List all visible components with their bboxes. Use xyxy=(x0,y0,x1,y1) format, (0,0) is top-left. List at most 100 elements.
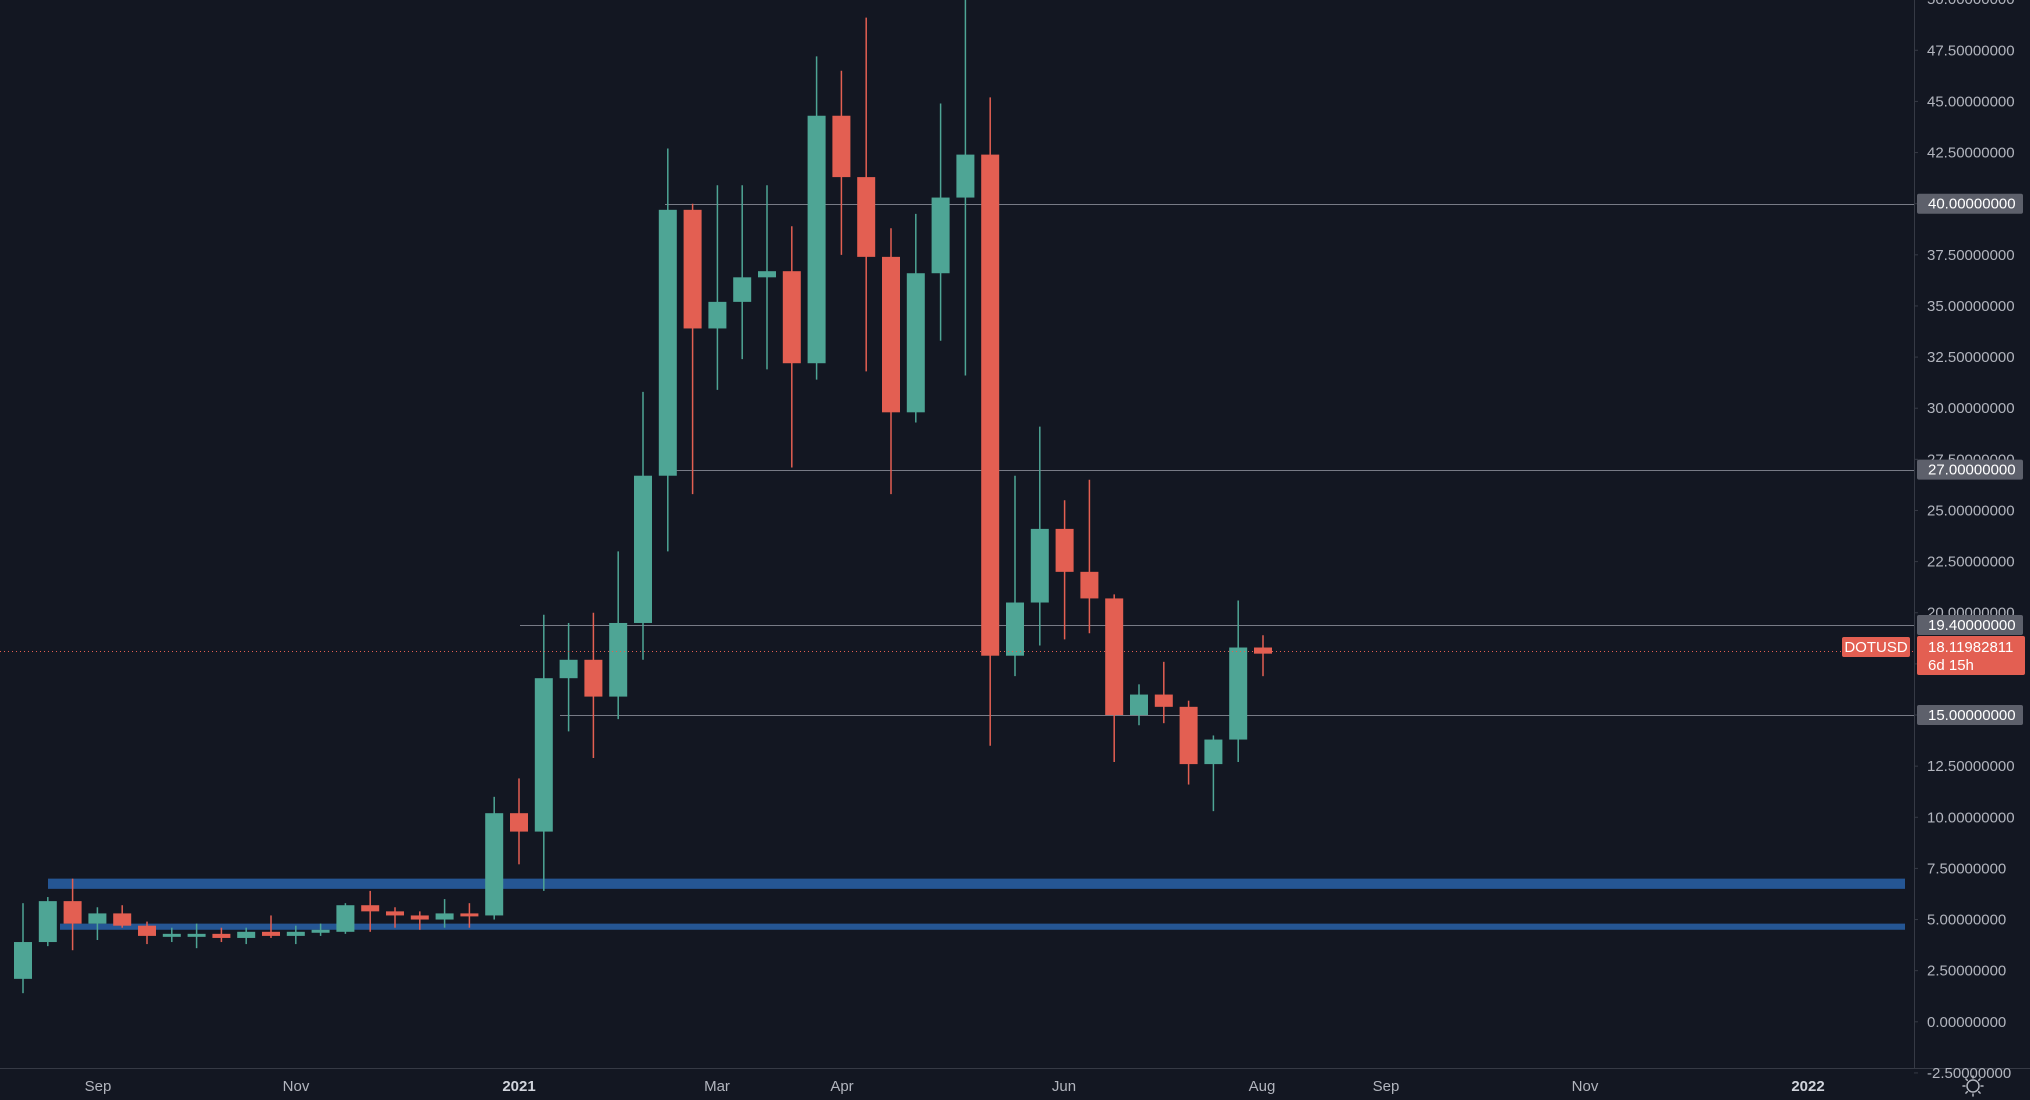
candle-body xyxy=(584,659,603,697)
symbol-badge xyxy=(1842,637,1910,657)
x-tick-label: 2022 xyxy=(1791,1078,1824,1095)
candle-up xyxy=(658,148,677,552)
candle-body xyxy=(187,933,206,937)
candle-body xyxy=(237,931,256,938)
support-zone[interactable] xyxy=(60,923,1905,930)
candle-body xyxy=(113,913,132,926)
y-tick-label: 22.50000000 xyxy=(1927,554,2015,571)
y-tick-label: 7.50000000 xyxy=(1927,860,2006,877)
candles xyxy=(14,0,1272,994)
candle-body xyxy=(807,115,826,364)
candle-body xyxy=(1130,694,1148,716)
level-label-badge xyxy=(1917,705,2023,726)
candle-down xyxy=(1154,661,1173,724)
candle-up xyxy=(88,907,107,940)
candle-body xyxy=(782,271,801,364)
candle-down xyxy=(410,911,429,930)
candle-body xyxy=(38,901,57,943)
candle-down xyxy=(584,612,603,758)
candle-up xyxy=(534,614,553,891)
y-tick-label: 32.50000000 xyxy=(1927,349,2015,366)
settings-gear-icon[interactable] xyxy=(1962,1075,1984,1097)
candle-body xyxy=(63,901,82,924)
support-zone[interactable] xyxy=(48,878,1905,889)
candle-up xyxy=(931,103,950,341)
candle-body xyxy=(931,197,950,274)
candle-down xyxy=(882,228,900,495)
y-tick-label: 37.50000000 xyxy=(1927,247,2015,264)
candle-down xyxy=(138,921,156,945)
candle-body xyxy=(906,273,925,413)
y-tick-label: 45.00000000 xyxy=(1927,93,2015,110)
candle-up xyxy=(1204,735,1223,812)
candle-up xyxy=(758,185,776,370)
candle-up xyxy=(609,551,628,720)
level-label-badge xyxy=(1917,615,2023,636)
candle-down xyxy=(1254,635,1272,677)
candle-body xyxy=(658,209,677,476)
candle-up xyxy=(485,796,504,920)
level-label-badge xyxy=(1917,193,2023,214)
candle-body xyxy=(386,911,404,916)
level-label-text: 15.00000000 xyxy=(1928,707,2016,724)
x-tick-label: Aug xyxy=(1249,1078,1276,1095)
candle-down xyxy=(262,915,280,938)
x-tick-label: Nov xyxy=(1572,1078,1599,1095)
candle-up xyxy=(14,903,32,994)
x-tick-label: Sep xyxy=(1373,1078,1400,1095)
candle-body xyxy=(733,277,752,302)
symbol-label: DOTUSD xyxy=(1844,639,1908,656)
y-tick-label: 30.00000000 xyxy=(1927,400,2015,417)
candle-body xyxy=(882,256,900,413)
candle-up xyxy=(708,185,727,390)
y-tick-label: 25.00000000 xyxy=(1927,502,2015,519)
candle-body xyxy=(510,813,528,832)
candle-down xyxy=(386,907,404,928)
candle-body xyxy=(286,931,305,936)
candle-up xyxy=(237,927,256,945)
candle-body xyxy=(1154,694,1173,707)
candle-up xyxy=(1030,426,1049,646)
y-tick-label: 12.50000000 xyxy=(1927,758,2015,775)
candle-up xyxy=(956,0,975,376)
y-tick-label: 2.50000000 xyxy=(1927,963,2006,980)
candle-down xyxy=(832,70,851,255)
y-tick-label: 35.00000000 xyxy=(1927,298,2015,315)
candle-body xyxy=(311,929,330,933)
x-tick-label: Apr xyxy=(830,1078,853,1095)
y-tick-label: 42.50000000 xyxy=(1927,145,2015,162)
x-tick-label: Jun xyxy=(1052,1078,1076,1095)
candle-up xyxy=(162,927,181,943)
candle-up xyxy=(1229,600,1248,763)
x-tick-label: Nov xyxy=(283,1078,310,1095)
candle-body xyxy=(956,154,975,198)
level-label-text: 19.40000000 xyxy=(1928,617,2016,634)
y-tick-label: 0.00000000 xyxy=(1927,1014,2006,1031)
candle-body xyxy=(1229,647,1248,740)
candle-body xyxy=(559,659,578,679)
price-countdown: 6d 15h xyxy=(1928,657,1974,674)
y-tick-label: 47.50000000 xyxy=(1927,42,2015,59)
candle-down xyxy=(1055,500,1074,640)
level-label-badge xyxy=(1917,459,2023,480)
x-tick-label: Sep xyxy=(85,1078,112,1095)
candle-body xyxy=(262,931,280,936)
candle-down xyxy=(460,903,479,928)
candle-up xyxy=(906,213,925,423)
price-value: 18.11982811 xyxy=(1928,639,2013,656)
candle-body xyxy=(1080,571,1099,599)
candle-body xyxy=(857,177,876,257)
candle-down xyxy=(1105,594,1124,763)
candle-down xyxy=(1179,700,1198,785)
candle-up xyxy=(311,923,330,936)
candle-body xyxy=(1030,528,1049,603)
candle-body xyxy=(88,913,107,924)
x-axis-ticks[interactable]: Sep Nov 2021 Mar Apr Jun Aug Sep Nov 2022 xyxy=(85,1078,1825,1095)
candle-body xyxy=(162,933,181,937)
y-tick-label: 10.00000000 xyxy=(1927,809,2015,826)
candle-down xyxy=(361,890,380,932)
candle-body xyxy=(212,933,231,938)
candle-body xyxy=(1179,706,1198,765)
candle-body xyxy=(485,813,504,916)
